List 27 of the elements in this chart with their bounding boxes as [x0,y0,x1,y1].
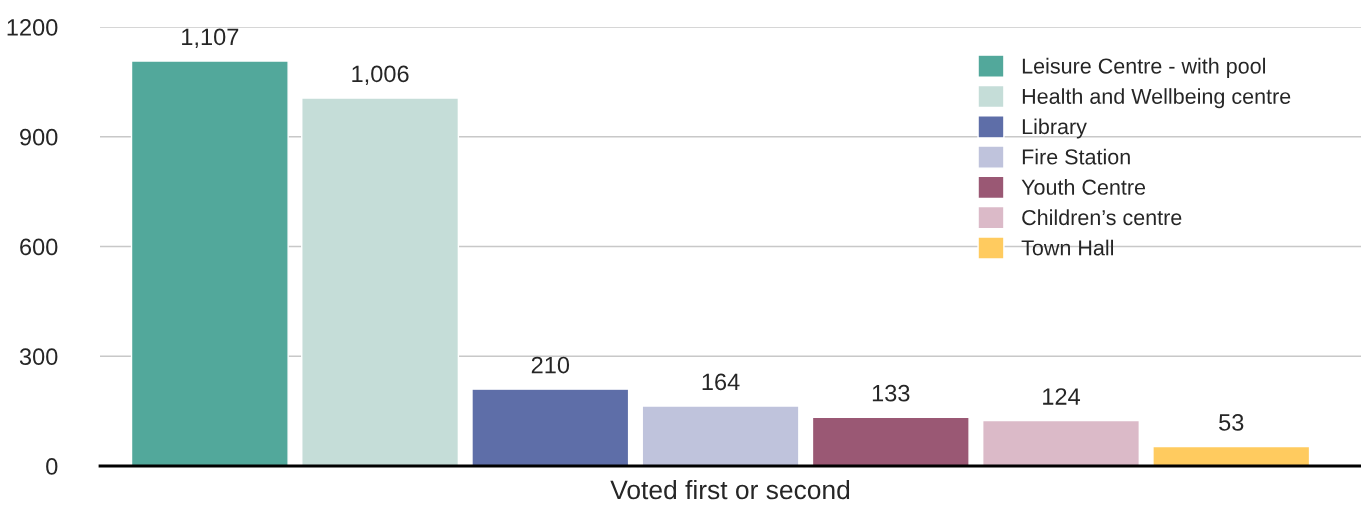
data-label: 133 [872,384,910,402]
data-label: 1,006 [352,65,409,85]
legend-label: Leisure Centre - with pool [1022,57,1265,78]
y-tick-label: 900 [20,128,58,146]
data-label: 164 [702,373,740,391]
bar [1152,445,1311,466]
data-label: 1,107 [182,28,239,49]
data-label: 53 [1219,414,1244,431]
y-tick-label: 1200 [7,19,58,36]
bar [982,419,1141,466]
bar [641,405,800,466]
legend-label: Fire Station [1022,148,1130,165]
legend-label: Library [1022,118,1087,139]
legend-label: Children’s centre [1022,209,1182,226]
legend-label: Health and Wellbeing centre [1022,88,1291,109]
data-label: 210 [531,356,570,374]
y-tick-label: 600 [20,238,58,256]
bar [811,416,970,466]
legend-label: Town Hall [1021,239,1113,256]
y-tick-label: 300 [19,348,58,366]
x-tick-label: Voted first or second [610,479,850,500]
y-tick-label: 0 [46,458,58,475]
legend-label: Youth Centre [1021,179,1146,195]
bar [301,97,460,466]
bar [471,388,630,466]
data-label: 124 [1043,388,1081,405]
bar [130,60,289,466]
